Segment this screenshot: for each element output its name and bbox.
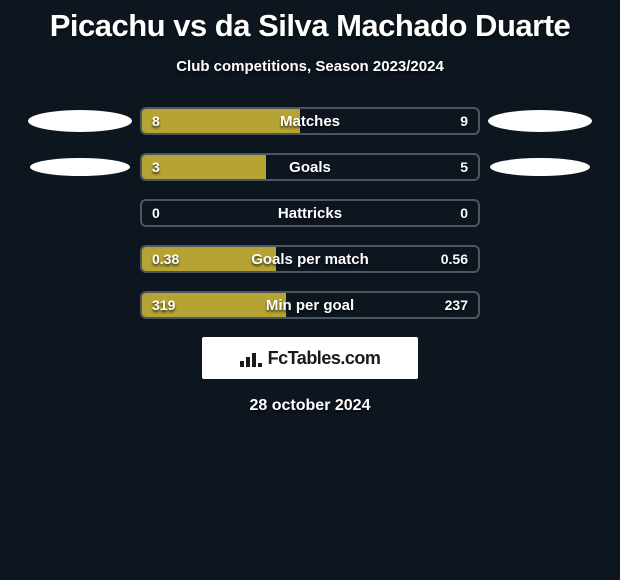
stat-label: Goals per match (142, 247, 478, 271)
brand-logo: FcTables.com (202, 337, 418, 379)
stat-label: Matches (142, 109, 478, 133)
right-shape-slot (480, 248, 600, 270)
player-left-ellipse (28, 110, 132, 132)
right-shape-slot (480, 294, 600, 316)
stats-rows: 8 Matches 9 3 Goals 5 0 Hattricks 0 (0, 107, 620, 319)
left-shape-slot (20, 248, 140, 270)
left-shape-slot (20, 110, 140, 132)
stat-label: Goals (142, 155, 478, 179)
stat-label: Min per goal (142, 293, 478, 317)
page-title: Picachu vs da Silva Machado Duarte (0, 8, 620, 44)
page-subtitle: Club competitions, Season 2023/2024 (0, 58, 620, 75)
right-shape-slot (480, 156, 600, 178)
right-shape-slot (480, 110, 600, 132)
stat-bar-goals-per-match: 0.38 Goals per match 0.56 (140, 245, 480, 273)
left-shape-slot (20, 202, 140, 224)
stat-bar-goals: 3 Goals 5 (140, 153, 480, 181)
date-label: 28 october 2024 (0, 397, 620, 415)
stat-bar-matches: 8 Matches 9 (140, 107, 480, 135)
player-right-ellipse (490, 158, 590, 176)
value-right: 237 (445, 293, 468, 317)
left-shape-slot (20, 156, 140, 178)
stat-bar-min-per-goal: 319 Min per goal 237 (140, 291, 480, 319)
value-right: 0.56 (441, 247, 468, 271)
stat-row: 0 Hattricks 0 (0, 199, 620, 227)
stat-row: 0.38 Goals per match 0.56 (0, 245, 620, 273)
stat-bar-hattricks: 0 Hattricks 0 (140, 199, 480, 227)
value-right: 5 (460, 155, 468, 179)
stat-row: 8 Matches 9 (0, 107, 620, 135)
left-shape-slot (20, 294, 140, 316)
value-right: 0 (460, 201, 468, 225)
value-right: 9 (460, 109, 468, 133)
stat-label: Hattricks (142, 201, 478, 225)
player-left-ellipse (30, 158, 130, 176)
stat-row: 3 Goals 5 (0, 153, 620, 181)
player-right-ellipse (488, 110, 592, 132)
brand-text: FcTables.com (268, 348, 381, 369)
bar-chart-icon (240, 349, 262, 367)
stat-row: 319 Min per goal 237 (0, 291, 620, 319)
right-shape-slot (480, 202, 600, 224)
